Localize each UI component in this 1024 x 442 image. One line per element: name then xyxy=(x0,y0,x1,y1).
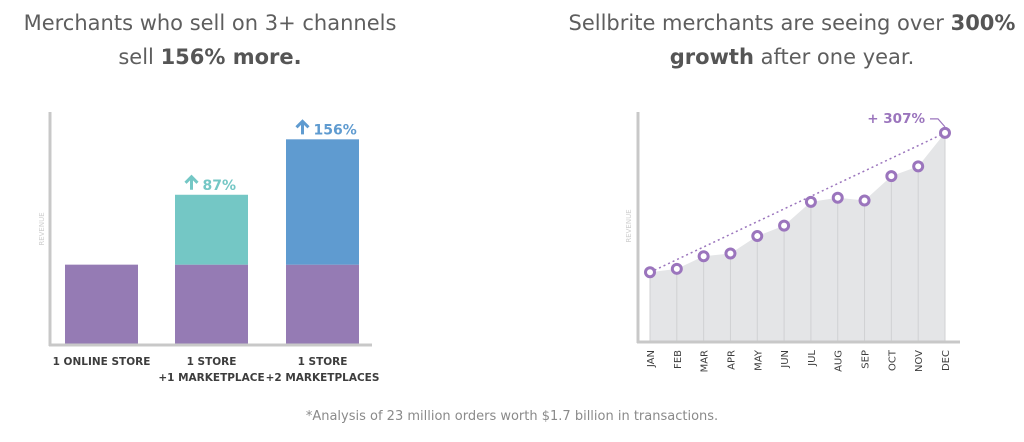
x-tick-label: +1 MARKETPLACE xyxy=(158,372,264,384)
x-tick-label: JUL xyxy=(807,350,818,367)
x-tick-label: DEC xyxy=(941,350,952,371)
area-fill xyxy=(650,132,945,342)
right-title-line2: growth after one year. xyxy=(560,40,1024,74)
data-point-jun xyxy=(778,219,791,232)
x-tick-label: 1 ONLINE STORE xyxy=(53,356,151,368)
data-point-dec xyxy=(939,126,951,139)
y-axis-label: REVENUE xyxy=(625,209,633,242)
annotation-leader xyxy=(930,118,946,128)
right-title-suffix: after one year. xyxy=(753,45,915,69)
left-chart-title: Merchants who sell on 3+ channels sell 1… xyxy=(0,6,420,74)
right-chart-title: Sellbrite merchants are seeing over 300%… xyxy=(560,6,1024,74)
arrow-up-icon xyxy=(295,119,310,135)
right-title-line1: Sellbrite merchants are seeing over 300% xyxy=(560,6,1024,40)
x-tick-label: +2 MARKETPLACES xyxy=(266,372,380,384)
bar-base-1 xyxy=(175,264,248,344)
data-point-nov xyxy=(912,160,925,173)
arrow-up-icon xyxy=(184,174,199,190)
x-tick-label: APR xyxy=(726,350,737,370)
left-title-prefix: sell xyxy=(118,45,161,69)
bar-base-2 xyxy=(286,264,359,344)
right-title-highlight: 300% xyxy=(950,11,1016,35)
bar-base-0 xyxy=(65,264,138,344)
bar-chart: REVENUE 1 ONLINE STORE 1 STORE +1 MARKETPLA… xyxy=(38,112,380,384)
left-title-line1: Merchants who sell on 3+ channels xyxy=(23,11,397,35)
data-point-jul xyxy=(804,195,817,208)
data-point-may xyxy=(751,230,764,243)
bar-data-label: 156% xyxy=(314,122,357,138)
x-tick-label: AUG xyxy=(834,350,845,372)
x-tick-label: FEB xyxy=(673,350,684,369)
data-point-feb xyxy=(670,262,683,275)
data-point-apr xyxy=(724,247,737,260)
x-tick-label: SEP xyxy=(861,350,872,369)
data-point-sep xyxy=(858,194,871,207)
x-tick-label: MAY xyxy=(753,349,764,371)
x-tick-label: JUN xyxy=(780,350,791,369)
data-point-aug xyxy=(831,191,844,204)
bar-data-label: 87% xyxy=(203,178,237,194)
x-tick-label: MAR xyxy=(700,350,711,372)
x-tick-label: 1 STORE xyxy=(298,356,348,368)
right-title-prefix: Sellbrite merchants are seeing over xyxy=(568,11,951,35)
x-tick-label: 1 STORE xyxy=(187,356,237,368)
y-axis-label: REVENUE xyxy=(38,212,46,245)
right-title-highlight-2: growth xyxy=(669,45,754,69)
x-tick-label: NOV xyxy=(914,350,925,372)
area-chart: REVENUE JAN FEB MAR APR MAY JUN JUL AUG SEP OCT NOV… xyxy=(625,111,960,372)
bar-uplift-1 xyxy=(175,194,248,265)
growth-annotation: + 307% xyxy=(867,111,925,127)
bar-uplift-2 xyxy=(286,139,359,265)
arrow-up-glyph xyxy=(184,174,199,190)
left-title-highlight: 156% more. xyxy=(160,45,302,69)
arrow-up-glyph xyxy=(295,119,310,135)
data-point-oct xyxy=(885,170,898,183)
data-point-jan xyxy=(644,266,656,279)
x-tick-label: JAN xyxy=(646,350,657,368)
data-point-mar xyxy=(697,250,710,263)
trendline xyxy=(649,132,946,273)
x-tick-label: OCT xyxy=(887,349,898,371)
footnote: *Analysis of 23 million orders worth $1.… xyxy=(305,409,719,424)
left-title-line2: sell 156% more. xyxy=(0,40,420,74)
